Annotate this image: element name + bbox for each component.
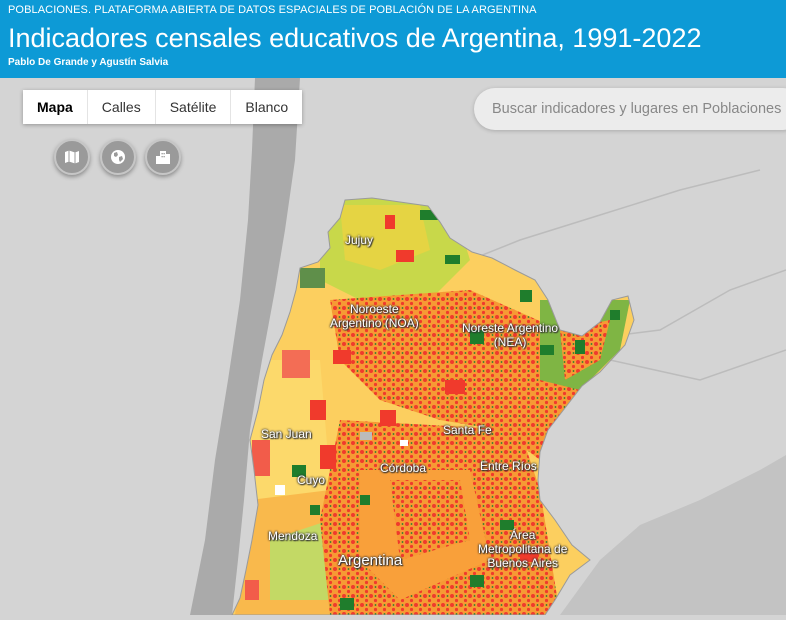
place-label-cuyo[interactable]: Cuyo (297, 473, 326, 487)
place-label-jujuy[interactable]: Jujuy (345, 233, 374, 247)
header: POBLACIONES. PLATAFORMA ABIERTA DE DATOS… (0, 0, 786, 78)
globe-icon (111, 150, 125, 164)
map-view-button[interactable] (54, 139, 90, 175)
map-canvas[interactable] (0, 78, 786, 616)
place-label-nea[interactable]: Noreste Argentino (NEA) (462, 321, 559, 349)
map-type-blanco[interactable]: Blanco (245, 99, 289, 115)
buildings-icon (156, 151, 170, 164)
map-type-satelite[interactable]: Satélite (156, 90, 232, 124)
map-svg[interactable] (0, 78, 786, 616)
map-type-calles[interactable]: Calles (88, 90, 156, 124)
place-label-amba[interactable]: Área Metropolitana de Buenos Aires (478, 528, 568, 570)
buildings-view-button[interactable] (145, 139, 181, 175)
map-type-selector: Mapa Calles Satélite Blanco (23, 90, 303, 124)
place-label-san-juan[interactable]: San Juan (261, 427, 312, 441)
authors: Pablo De Grande y Agustín Salvia (8, 57, 169, 68)
place-label-noa[interactable]: Noroeste Argentino (NOA) (330, 302, 419, 330)
map-type-mapa[interactable]: Mapa (23, 90, 88, 124)
place-label-cordoba[interactable]: Córdoba (380, 461, 427, 475)
globe-view-button[interactable] (100, 139, 136, 175)
page-title: Indicadores censales educativos de Argen… (8, 23, 702, 53)
platform-name[interactable]: POBLACIONES. PLATAFORMA ABIERTA DE DATOS… (8, 4, 537, 16)
place-label-mendoza[interactable]: Mendoza (268, 529, 318, 543)
place-label-argentina[interactable]: Argentina (338, 552, 403, 569)
map-icon (65, 150, 79, 164)
search-input[interactable]: Buscar indicadores y lugares en Poblacio… (474, 88, 786, 130)
place-label-entre-rios[interactable]: Entre Ríos (480, 459, 537, 473)
place-label-santa-fe[interactable]: Santa Fe (443, 423, 492, 437)
